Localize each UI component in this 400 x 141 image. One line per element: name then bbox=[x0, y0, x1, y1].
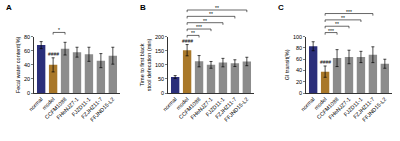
svg-text:20: 20 bbox=[296, 79, 302, 85]
svg-text:50: 50 bbox=[158, 76, 164, 82]
svg-text:FJZD11-1: FJZD11-1 bbox=[204, 96, 225, 117]
svg-text:**: ** bbox=[191, 30, 195, 36]
svg-text:60: 60 bbox=[24, 48, 30, 54]
svg-text:60: 60 bbox=[296, 56, 302, 62]
svg-text:FFJND15-L2: FFJND15-L2 bbox=[361, 96, 388, 123]
svg-text:*: * bbox=[58, 27, 60, 33]
svg-text:C: C bbox=[278, 3, 284, 12]
svg-text:***: *** bbox=[346, 9, 352, 15]
svg-text:FZJHZ11-7: FZJHZ11-7 bbox=[214, 96, 238, 120]
svg-text:100: 100 bbox=[155, 62, 164, 68]
svg-text:FFJND15-L2: FFJND15-L2 bbox=[223, 96, 250, 123]
svg-text:80: 80 bbox=[296, 45, 302, 51]
svg-text:0: 0 bbox=[27, 90, 30, 96]
svg-text:FHeNJZ7-1: FHeNJZ7-1 bbox=[327, 96, 351, 120]
svg-text:B: B bbox=[140, 3, 146, 12]
svg-text:**: ** bbox=[341, 15, 345, 21]
svg-text:CCFM1088: CCFM1088 bbox=[44, 96, 68, 120]
svg-text:CCFM1088: CCFM1088 bbox=[316, 96, 340, 120]
svg-text:***: *** bbox=[328, 28, 334, 34]
svg-text:FHeNJZ7-1: FHeNJZ7-1 bbox=[189, 96, 213, 120]
svg-text:***: *** bbox=[196, 24, 202, 30]
svg-text:150: 150 bbox=[155, 48, 164, 54]
svg-text:CCFM1088: CCFM1088 bbox=[178, 96, 202, 120]
svg-text:normal: normal bbox=[28, 96, 44, 112]
svg-text:200: 200 bbox=[155, 34, 164, 40]
svg-text:FJZD11-1: FJZD11-1 bbox=[342, 96, 363, 117]
svg-text:**: ** bbox=[335, 21, 339, 27]
svg-text:####: #### bbox=[182, 38, 193, 44]
svg-text:FZJHZ11-7: FZJHZ11-7 bbox=[352, 96, 376, 120]
svg-text:80: 80 bbox=[24, 34, 30, 40]
svg-text:normal: normal bbox=[300, 96, 316, 112]
svg-text:**: ** bbox=[209, 11, 213, 17]
svg-text:Fecal water content(%): Fecal water content(%) bbox=[15, 36, 21, 93]
svg-text:model: model bbox=[175, 96, 190, 111]
svg-text:model: model bbox=[313, 96, 328, 111]
svg-text:0: 0 bbox=[299, 90, 302, 96]
svg-text:40: 40 bbox=[24, 62, 30, 68]
svg-text:40: 40 bbox=[296, 67, 302, 73]
svg-text:GI transit(%): GI transit(%) bbox=[284, 49, 290, 80]
svg-text:Time to first blackstool defec: Time to first blackstool defecation (min… bbox=[139, 38, 152, 91]
svg-text:FFJND15-L2: FFJND15-L2 bbox=[89, 96, 116, 123]
svg-text:normal: normal bbox=[162, 96, 178, 112]
svg-text:####: #### bbox=[48, 51, 59, 57]
svg-text:20: 20 bbox=[24, 76, 30, 82]
svg-text:**: ** bbox=[215, 5, 219, 11]
svg-text:FHeNJZ7-1: FHeNJZ7-1 bbox=[55, 96, 79, 120]
svg-text:100: 100 bbox=[293, 34, 302, 40]
svg-text:FZJHZ11-7: FZJHZ11-7 bbox=[80, 96, 104, 120]
svg-text:model: model bbox=[41, 96, 56, 111]
svg-text:**: ** bbox=[203, 18, 207, 24]
svg-text:####: #### bbox=[320, 59, 331, 65]
svg-text:0: 0 bbox=[161, 90, 164, 96]
svg-text:FJZD11-1: FJZD11-1 bbox=[70, 96, 91, 117]
svg-text:A: A bbox=[6, 3, 12, 12]
